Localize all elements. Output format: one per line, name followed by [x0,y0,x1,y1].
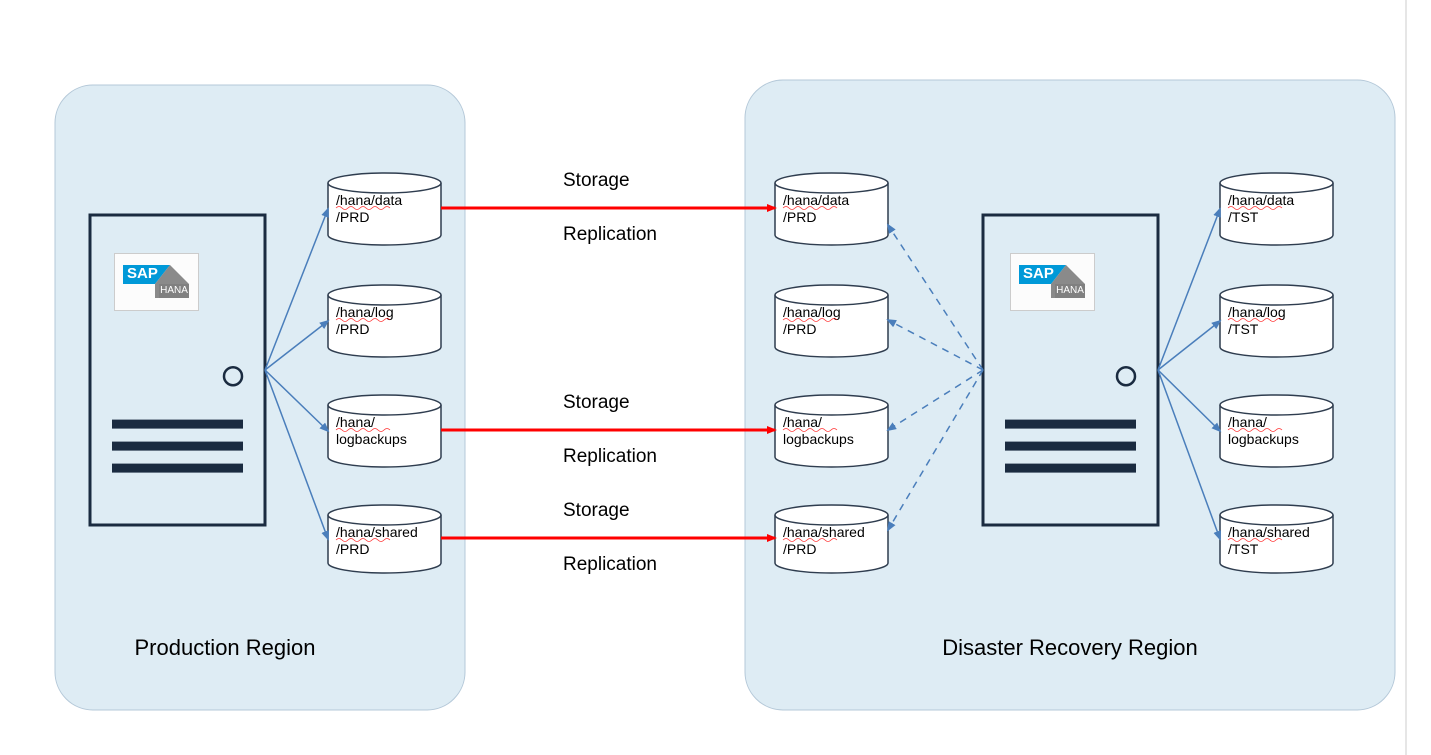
architecture-diagram: Production Region Disaster Recovery Regio… [0,0,1431,755]
svg-text:/hana/log: /hana/log [783,304,841,320]
svg-text:/TST: /TST [1228,541,1259,557]
svg-text:/PRD: /PRD [336,209,369,225]
hana-text: HANA [1055,284,1085,298]
svg-text:Replication: Replication [563,446,657,467]
svg-text:/hana/shared: /hana/shared [336,524,418,540]
svg-text:/PRD: /PRD [783,321,816,337]
svg-text:Storage: Storage [563,500,630,521]
svg-text:logbackups: logbackups [1228,431,1299,447]
svg-text:/hana/: /hana/ [1228,414,1267,430]
svg-text:/TST: /TST [1228,321,1259,337]
svg-text:/hana/log: /hana/log [336,304,394,320]
svg-text:Storage: Storage [563,170,630,191]
svg-text:/hana/: /hana/ [336,414,375,430]
sap-text: SAP [127,265,158,282]
svg-text:/PRD: /PRD [336,541,369,557]
svg-text:/hana/log: /hana/log [1228,304,1286,320]
hana-text: HANA [159,284,189,298]
sap-hana-logo-dr: SAP HANA [1010,253,1095,311]
svg-text:/PRD: /PRD [336,321,369,337]
sap-text: SAP [1023,265,1054,282]
svg-text:/hana/shared: /hana/shared [783,524,865,540]
svg-text:Replication: Replication [563,554,657,575]
svg-text:/hana/data: /hana/data [1228,192,1294,208]
sap-hana-logo-prod: SAP HANA [114,253,199,311]
svg-text:/hana/: /hana/ [783,414,822,430]
svg-text:Storage: Storage [563,392,630,413]
svg-text:/hana/data: /hana/data [783,192,849,208]
svg-text:/TST: /TST [1228,209,1259,225]
svg-text:logbackups: logbackups [336,431,407,447]
svg-text:/PRD: /PRD [783,541,816,557]
svg-text:Disaster Recovery Region: Disaster Recovery Region [942,635,1198,660]
svg-text:logbackups: logbackups [783,431,854,447]
svg-text:Replication: Replication [563,224,657,245]
svg-text:Production Region: Production Region [134,635,315,660]
svg-text:/hana/shared: /hana/shared [1228,524,1310,540]
svg-text:/hana/data: /hana/data [336,192,402,208]
svg-text:/PRD: /PRD [783,209,816,225]
